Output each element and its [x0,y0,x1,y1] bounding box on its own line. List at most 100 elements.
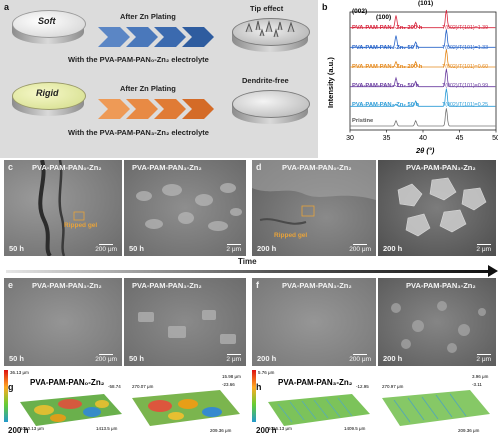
trace-name-4: PVA-PAM-PAN₃-Zn₂ 50 h [352,83,420,89]
xrd-series-line-4 [350,68,496,88]
sem-f-right-scale: 2 μm [476,353,491,363]
ripped-gel-annotation-d: Ripped gel [274,232,308,239]
peak-label-100: (100) [376,14,392,21]
xrd-series-line-2 [350,29,496,48]
rigid-disk [12,82,86,110]
g-dim-1: 1010.13 μm [20,426,44,431]
sem-e-left: e PVA-PAM-PAN₃-Zn₂ 50 h 200 μm [4,278,122,366]
dendrite-spikes [245,20,295,38]
orange-chevron-arrow-icon [98,99,214,119]
x-tick-label-45: 45 [456,135,464,142]
xrd-series-line-6 [350,108,496,127]
sem-f-left-time: 200 h [257,354,277,363]
flake-texture [138,310,236,344]
sem-f-left-scale: 200 μm [349,353,371,363]
x-tick-label-30: 30 [346,135,354,142]
trace-ratio-5: T(002)/T(101)=0.25 [442,102,489,108]
panel-b-xrd: b Intensity (a.u.) 30 35 40 45 50 (002) (100… [320,0,500,158]
crack-texture [38,160,85,256]
trace-ratio-3: T(002)/T(101)=0.60 [442,64,489,70]
g-scale-top: 36.13 μm [10,370,29,375]
sem-e-left-time: 50 h [9,354,25,363]
granular-texture [391,301,486,353]
sem-e-left-scale: 200 μm [95,353,117,363]
h-title: PVA-PAM-PAN₃-Zn₂ [278,378,353,387]
h-dim-2: 1409.5 μm [344,426,366,431]
trace-name-3: PVA-PAM-PAN₀-Zn₂ 200 h [352,64,423,70]
sem-d-right-scale: 2 μm [476,243,491,253]
panel-label-d: d [256,162,262,172]
g-time: 200 h [8,426,29,435]
sem-d-left-scale: 200 μm [349,243,371,253]
sem-c-left-title: PVA-PAM-PAN₀-Zn₂ [32,163,102,172]
sem-f-right-title: PVA-PAM-PAN₃-Zn₂ [406,281,476,290]
scale-label: 200 μm [95,356,117,363]
panel-label-a: a [4,2,10,12]
sem-e-right-title: PVA-PAM-PAN₃-Zn₂ [132,281,202,290]
trace-ratio-2: T(002)/T(101)=1.33 [442,45,489,51]
sem-c-left: c PVA-PAM-PAN₀-Zn₂ Ripped gel 50 h 200 μ… [4,160,122,256]
trace-ratio-4: T(002)/T(101)=0.99 [442,83,489,89]
sem-e-right-scale: 2 μm [226,353,241,363]
sem-e-right-time: 50 h [129,354,145,363]
g-dim-2: 1413.5 μm [96,426,118,431]
g-dim-3: 270.07 μm [132,384,154,389]
arrow-text-bottom: After Zn Plating [120,84,176,93]
trace-name-2: PVA-PAM-PAN₃-Zn₂ 50 h [352,45,420,51]
soft-disk [12,10,86,38]
trace-ratio-1: T(002)/T(101)=1.39 [442,25,489,31]
peak-label-101: (101) [418,0,434,7]
sem-d-right-title: PVA-PAM-PAN₃-Zn₂ [406,163,476,172]
sem-c-right: PVA-PAM-PAN₃-Zn₂ 50 h 2 μm [124,160,246,256]
xrd-series-line-1 [350,9,496,29]
xrd-plot: 30 35 40 45 50 [346,9,498,142]
panel-label-b: b [322,2,328,12]
trace-name-5: PVA-PAM-PAN₃-Zn₂ 50 h [352,102,420,108]
dendrite-free-label: Dendrite-free [242,76,289,85]
sem-f-right-time: 200 h [383,354,403,363]
sem-d-left-title: PVA-PAM-PAN₀-Zn₂ [282,163,352,172]
g-dim-4: 209.36 μm [210,428,232,433]
g-scale-bottom: -58.74 [108,384,121,389]
ripped-texture [252,160,376,225]
sem-d-left-time: 200 h [257,244,277,253]
h-zoom-top: 3.96 μm [472,374,489,379]
x-ticks: 30 35 40 45 50 [346,130,498,142]
h-time: 200 h [256,426,277,435]
sem-f-left: f PVA-PAM-PAN₃-Zn₂ 200 h 200 μm [252,278,376,366]
h-dim-4: 209.36 μm [458,428,480,433]
trace-name-1: PVA-PAM-PAN₀-Zn₂ 200 h [352,25,423,31]
scale-label: 200 μm [349,356,371,363]
panel-label-f: f [256,280,259,290]
sem-f-right: PVA-PAM-PAN₃-Zn₂ 200 h 2 μm [378,278,496,366]
x-tick-label-50: 50 [492,135,498,142]
time-label: Time [238,257,257,266]
xrd-series-line-3 [350,49,496,68]
sem-d-left: d PVA-PAM-PAN₀-Zn₂ Ripped gel 200 h 200 … [252,160,376,256]
sem-d-right: PVA-PAM-PAN₃-Zn₂ 200 h 2 μm [378,160,496,256]
grain-texture [136,183,242,231]
g-title: PVA-PAM-PAN₀-Zn₂ [30,378,105,387]
h-scale-top: 5.76 μm [258,370,275,375]
panel-label-g: g [8,382,14,392]
sem-f-left-title: PVA-PAM-PAN₃-Zn₂ [282,281,352,290]
panel-label-h: h [256,382,262,392]
panel-label-e: e [8,280,14,290]
scale-label: 200 μm [349,246,371,253]
g-zoom-bottom: -23.66 [222,382,235,387]
sem-e-left-title: PVA-PAM-PAN₃-Zn₂ [32,281,102,290]
h-3d-surface [268,394,370,426]
height-colorbar-h [252,370,256,422]
sem-c-right-title: PVA-PAM-PAN₃-Zn₂ [132,163,202,172]
h-zoom-bottom: -3.11 [472,382,482,387]
soft-label: Soft [38,16,56,26]
x-axis-label: 2θ (°) [416,146,435,155]
smooth-disk [232,90,310,118]
xrd-traces [350,9,496,127]
panel-label-c: c [8,162,14,172]
h-dim-3: 270.97 μm [382,384,404,389]
sem-c-left-scale: 200 μm [95,243,117,253]
ripped-gel-annotation-c: Ripped gel [64,222,98,229]
xrd-series-line-5 [350,88,496,107]
electrolyte-label-top: With the PVA-PAM-PAN₀-Zn₂ electrolyte [68,55,209,64]
